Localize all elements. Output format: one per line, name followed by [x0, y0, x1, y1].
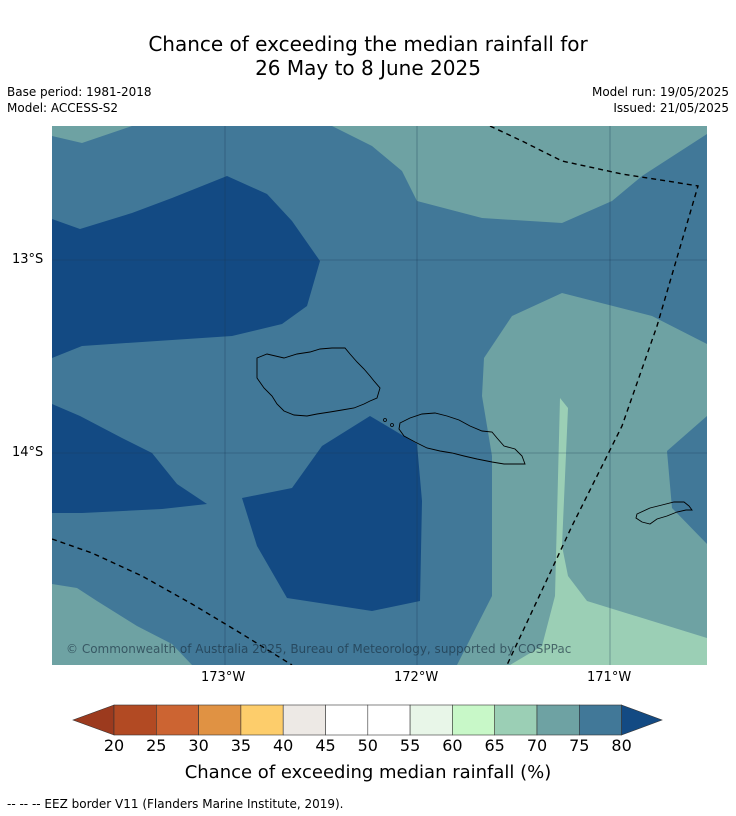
colorbar-cell — [113, 704, 157, 736]
tutuila-island — [635, 501, 693, 525]
colorbar-cell — [156, 704, 199, 736]
colorbar-over-arrow — [621, 704, 663, 736]
apolima-island — [390, 423, 394, 427]
colorbar-cell — [452, 704, 495, 736]
eez-border-east — [489, 126, 699, 665]
lon-label-172w: 172°W — [394, 670, 439, 685]
colorbar-tick-label: 35 — [230, 736, 252, 755]
colorbar-tick-label: 70 — [526, 736, 548, 755]
eez-legend-note: -- -- -- EEZ border V11 (Flanders Marine… — [7, 797, 344, 811]
lat-label-14s: 14°S — [12, 445, 44, 460]
lon-label-173w: 173°W — [201, 670, 246, 685]
colorbar-tick-label: 65 — [484, 736, 505, 755]
colorbar-tick-label: 25 — [146, 736, 167, 755]
colorbar-cell — [282, 704, 326, 736]
contour-65-70-top-right — [332, 126, 707, 223]
colorbar-tick-label: 40 — [273, 736, 294, 755]
manono-island — [383, 418, 387, 422]
colorbar-cell — [367, 704, 411, 736]
contour-65-70-top-left — [52, 126, 132, 143]
issued-date: Issued: 21/05/2025 — [613, 101, 729, 115]
graticule — [52, 126, 707, 665]
colorbar-tick-label: 60 — [442, 736, 463, 755]
contour-65-70-east — [457, 293, 707, 665]
colorbar-cell — [409, 704, 453, 736]
contour-60-65 — [510, 398, 707, 665]
model-run: Model run: 19/05/2025 — [591, 85, 729, 99]
lon-label-171w: 171°W — [587, 670, 632, 685]
colorbar-tick-label: 50 — [357, 736, 378, 755]
colorbar-cell — [494, 704, 538, 736]
colorbar-cell — [240, 704, 284, 736]
colorbar-under-arrow — [72, 704, 115, 736]
upolu-island — [398, 412, 526, 465]
colorbar-cell — [198, 704, 242, 736]
model-name: Model: ACCESS-S2 — [7, 101, 119, 115]
savaii-island — [256, 347, 381, 417]
colorbar-tick-label: 75 — [569, 736, 590, 755]
colorbar — [72, 704, 663, 736]
lat-label-13s: 13°S — [12, 252, 44, 267]
contour-75-80-west — [52, 404, 207, 513]
colorbar-cell — [325, 704, 369, 736]
colorbar-cell — [578, 704, 622, 736]
contour-75-80-south — [242, 416, 422, 611]
colorbar-tick-label: 55 — [399, 736, 421, 755]
colorbar-tick-label: 30 — [188, 736, 209, 755]
colorbar-tick-label: 80 — [611, 736, 632, 755]
colorbar-cell — [536, 704, 580, 736]
base-period: Base period: 1981-2018 — [7, 85, 152, 99]
colorbar-tick-label: 45 — [315, 736, 336, 755]
title-line-2: 26 May to 8 June 2025 — [255, 56, 481, 80]
title-line-1: Chance of exceeding the median rainfall … — [148, 32, 588, 56]
contour-65-70-southwest — [52, 584, 192, 665]
contour-75-80-north — [52, 176, 320, 358]
map-attribution: © Commonwealth of Australia 2025, Bureau… — [66, 642, 571, 656]
rainfall-map: © Commonwealth of Australia 2025, Bureau… — [52, 126, 707, 665]
eez-border-southwest — [52, 538, 293, 665]
colorbar-tick-label: 20 — [103, 736, 125, 755]
colorbar-title: Chance of exceeding median rainfall (%) — [184, 762, 552, 783]
